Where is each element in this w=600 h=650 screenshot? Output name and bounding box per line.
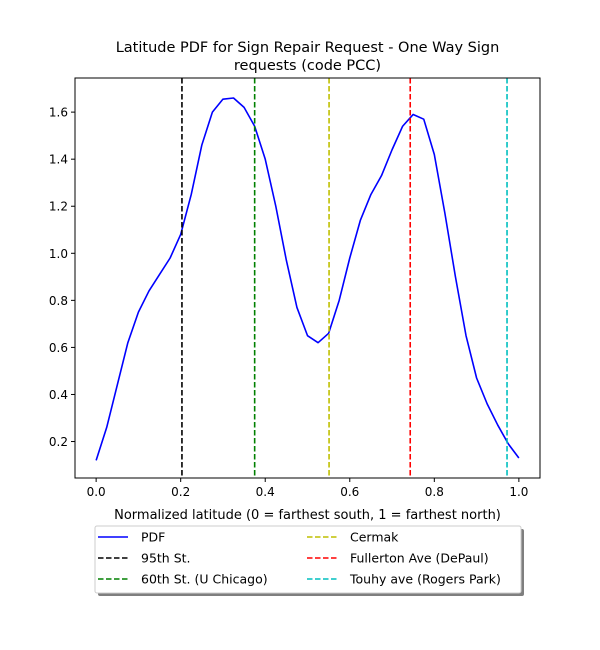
x-tick-label: 0.4 (256, 485, 275, 499)
pdf-line (95, 97, 520, 461)
y-axis: 0.2 0.4 0.6 0.8 1.0 1.2 1.4 1.6 (49, 106, 75, 449)
x-tick-label: 0.0 (87, 485, 106, 499)
y-tick-label: 1.4 (49, 153, 68, 167)
y-tick-label: 1.6 (49, 106, 68, 120)
y-tick-label: 0.4 (49, 388, 68, 402)
legend-label-pdf: PDF (141, 530, 165, 545)
y-tick-label: 0.8 (49, 294, 68, 308)
chart-title-line-1: Latitude PDF for Sign Repair Request - O… (116, 40, 500, 56)
legend-label-touhy-ave-rogers-park: Touhy ave (Rogers Park) (349, 572, 501, 587)
y-tick-label: 1.0 (49, 247, 68, 261)
legend-label-60th-st-u-chicago: 60th St. (U Chicago) (141, 572, 268, 587)
x-tick-label: 1.0 (509, 485, 528, 499)
plot-area (95, 78, 520, 478)
x-axis: 0.0 0.2 0.4 0.6 0.8 1.0 (87, 478, 528, 499)
legend-box (94, 525, 522, 594)
chart-title-line-2: requests (code PCC) (234, 58, 381, 74)
x-tick-label: 0.6 (340, 485, 359, 499)
y-tick-label: 0.2 (49, 435, 68, 449)
legend-label-95th-st: 95th St. (141, 551, 191, 566)
legend: PDF 95th St. 60th St. (U Chicago) Cermak Ful… (94, 525, 524, 596)
y-tick-label: 0.6 (49, 341, 68, 355)
legend-label-cermak: Cermak (350, 530, 399, 545)
x-tick-label: 0.2 (171, 485, 190, 499)
legend-label-fullerton-ave-depaul: Fullerton Ave (DePaul) (350, 551, 489, 566)
y-tick-label: 1.2 (49, 200, 68, 214)
x-axis-label: Normalized latitude (0 = farthest south,… (114, 508, 501, 523)
x-tick-label: 0.8 (425, 485, 444, 499)
axes-frame (74, 77, 541, 479)
